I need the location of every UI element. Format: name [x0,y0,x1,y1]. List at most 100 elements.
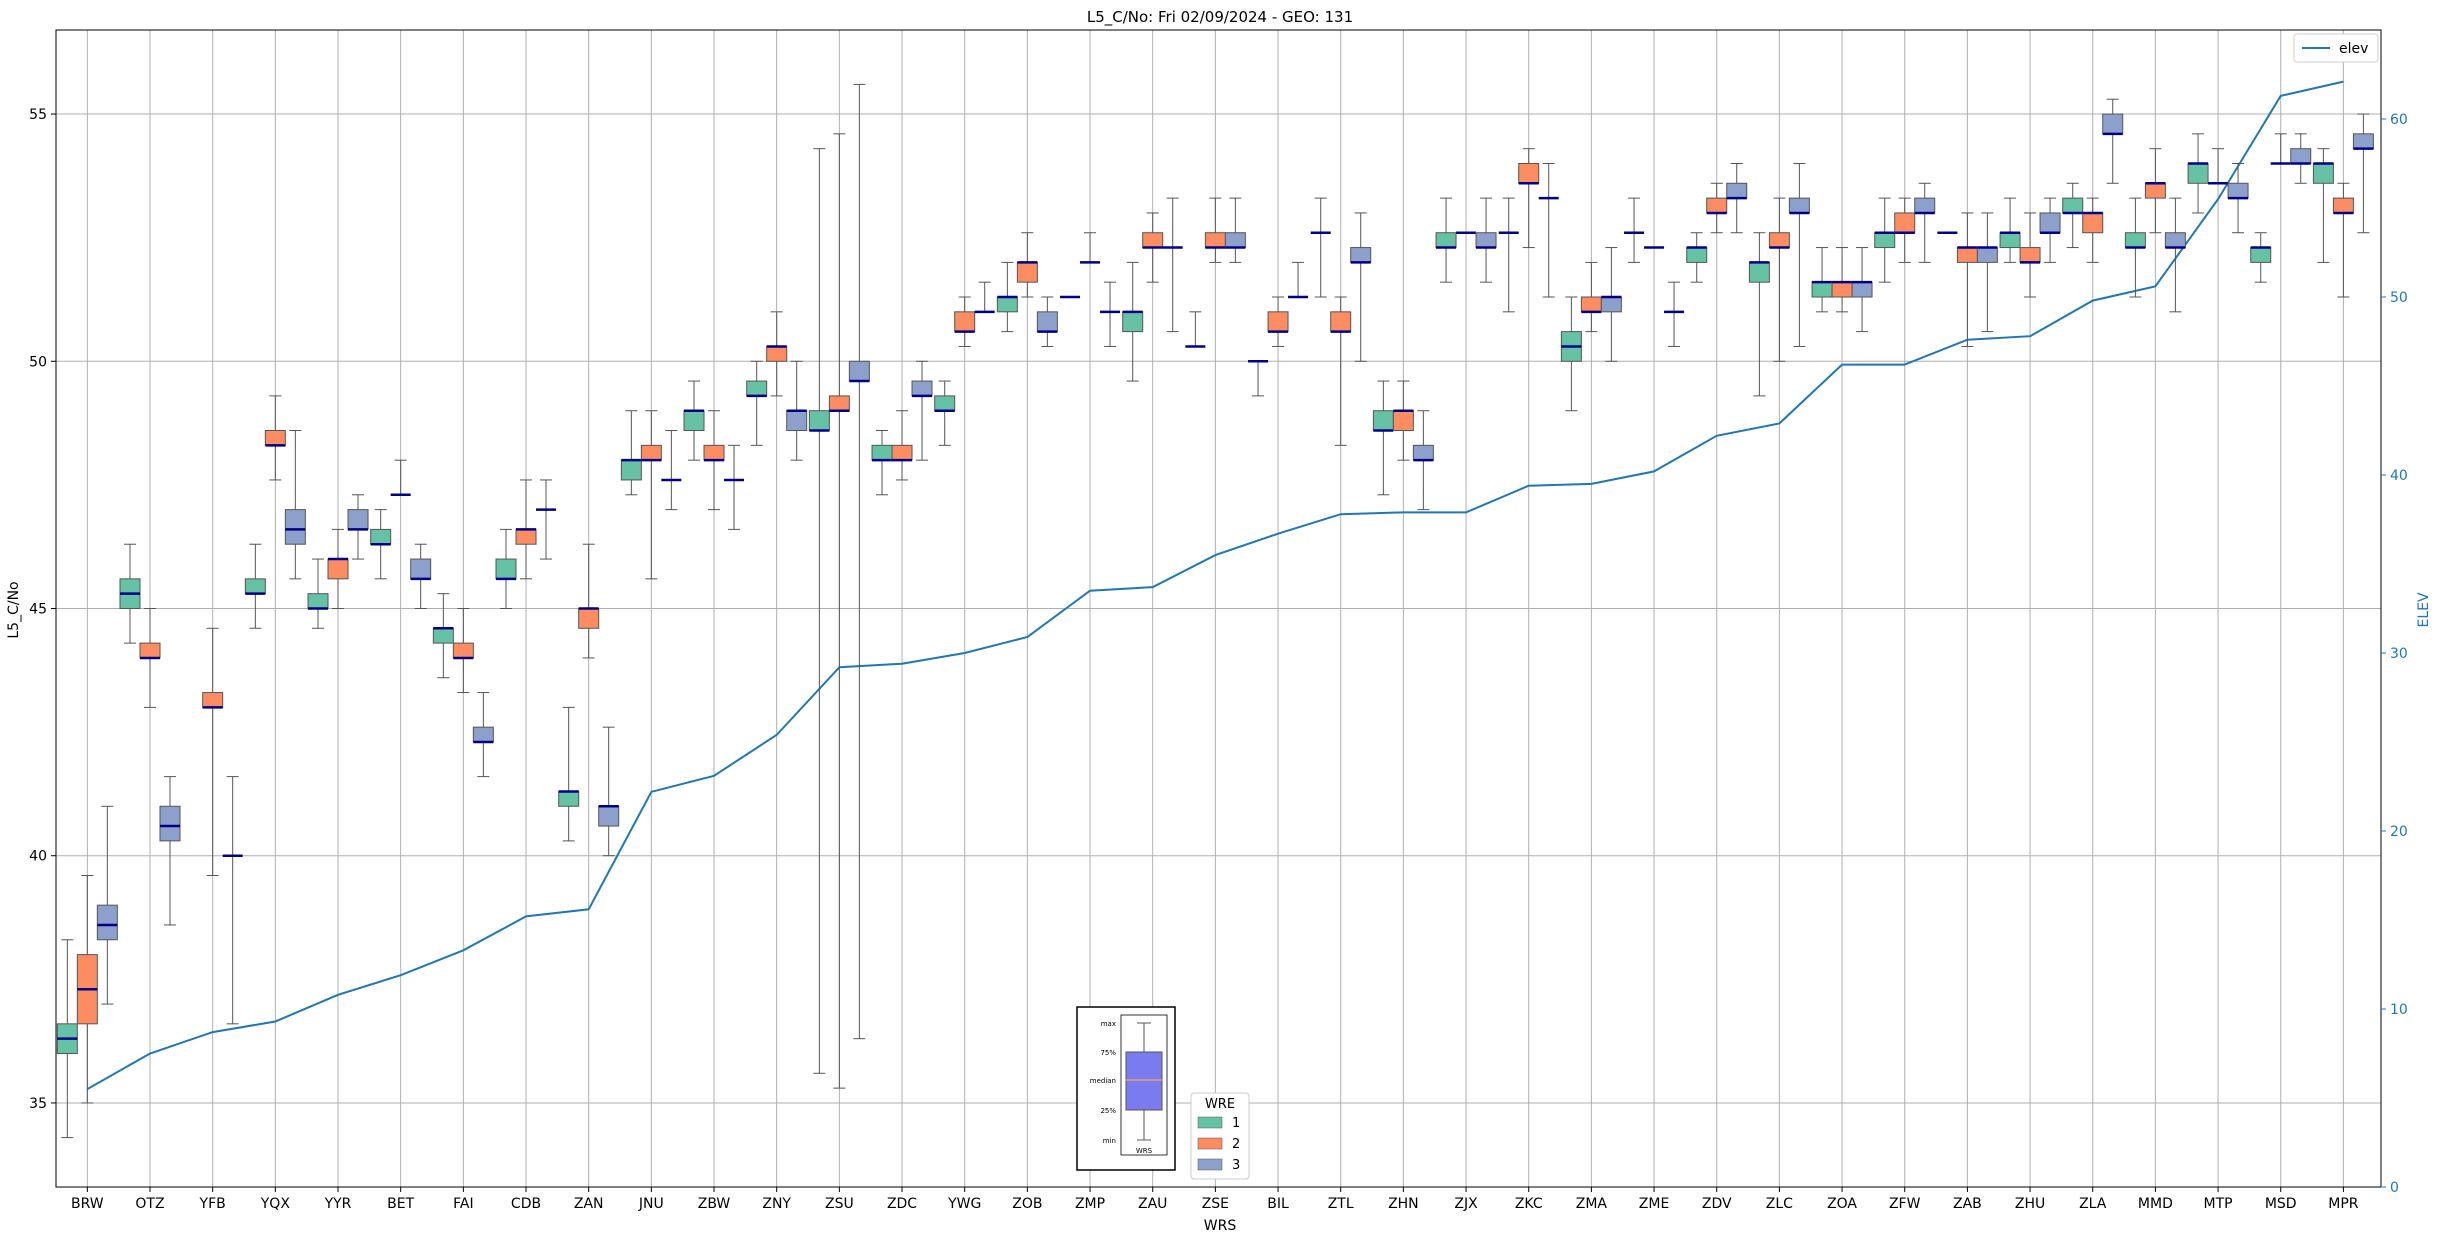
box-wre-2 [264,430,286,446]
box-wre-3 [1412,444,1434,461]
x-tick-label: ZMP [1075,1196,1105,1212]
x-tick-label: ZSU [825,1196,854,1212]
box-wre-2 [515,528,537,545]
box-wre-3 [1788,197,1810,214]
box-wre-2 [1142,232,1164,249]
box-wre-3 [2164,232,2186,249]
x-tick-label: ZMA [1576,1196,1608,1212]
box-wre-1 [2250,247,2272,263]
x-tick-label: ZSE [1202,1196,1229,1212]
x-tick-label: ZAU [1138,1196,1167,1212]
wre-legend-swatch-1 [1197,1116,1223,1129]
x-tick-label: ZDC [887,1196,917,1212]
x-tick-label: ZLC [1766,1196,1793,1212]
box-wre-2 [1518,163,1540,184]
box-wre-3 [1914,197,1936,214]
box-wre-1 [808,410,830,432]
x-tick-label: MPR [2328,1196,2359,1212]
box-wre-2 [1204,232,1226,249]
wre-legend-frame [1190,1092,1250,1180]
box-wre-3 [410,558,432,580]
box-wre-2 [2332,197,2354,214]
x-tick-label: ZME [1639,1196,1670,1212]
box-wre-1 [683,410,705,432]
box-wre-2 [1330,311,1352,333]
inset-label-q1: 25% [1100,1107,1116,1115]
y-tick-label: 35 [29,1096,47,1112]
box-wre-3 [848,360,870,382]
y2-tick-label: 40 [2390,468,2408,484]
box-wre-2 [2019,247,2041,263]
box-wre-3 [472,726,494,743]
x-tick-label: ZFW [1889,1196,1921,1212]
box-wre-3 [786,410,808,432]
x-tick-label: MSD [2265,1196,2297,1212]
x-tick-label: ZHN [1388,1196,1419,1212]
inset-box [1125,1051,1163,1111]
wre-legend-label-3: 3 [1232,1158,1240,1173]
box-wre-1 [1122,311,1144,333]
y2-tick-label: 50 [2390,290,2408,306]
box-wre-1 [996,296,1018,313]
box-wre-1 [1811,281,1833,298]
box-wre-1 [1435,232,1457,249]
box-wre-3 [1036,311,1058,333]
x-tick-label: BIL [1267,1196,1289,1212]
box-wre-2 [1580,296,1602,313]
x-tick-label: JNU [638,1196,664,1212]
y2-tick-label: 30 [2390,646,2408,662]
box-wre-3 [347,509,369,530]
x-axis-label: WRS [1204,1218,1237,1234]
x-tick-label: CDB [511,1196,541,1212]
x-tick-label: ZKC [1515,1196,1543,1212]
box-wre-3 [2352,133,2374,150]
x-tick-label: MTP [2204,1196,2233,1212]
x-tick-label: BRW [71,1196,104,1212]
x-tick-label: ZHU [2015,1196,2045,1212]
box-wre-2 [1267,311,1289,333]
y-tick-label: 40 [29,849,47,865]
box-wre-1 [1999,232,2021,249]
elev-legend-label: elev [2339,41,2368,57]
box-wre-1 [1748,261,1770,283]
box-wre-2 [1956,247,1978,263]
box-wre-3 [1851,281,1873,298]
box-wre-1 [934,395,956,412]
x-tick-label: ZAN [574,1196,604,1212]
box-wre-3 [2290,148,2312,165]
box-wre-3 [284,509,306,545]
box-wre-3 [2039,212,2061,234]
box-wre-2 [828,395,850,412]
box-wre-1 [871,444,893,461]
box-wre-3 [911,380,933,397]
box-wre-3 [1726,182,1748,199]
box-wre-1 [307,593,329,610]
box-wre-2 [139,642,161,659]
x-tick-label: YWG [947,1196,981,1212]
box-wre-1 [1686,247,1708,263]
elev-legend-frame [2293,33,2379,63]
box-wre-3 [1976,247,1998,263]
y2-tick-label: 60 [2390,112,2408,128]
box-wre-1 [1372,410,1394,432]
x-tick-label: ZOA [1827,1196,1857,1212]
y2-tick-label: 20 [2390,824,2408,840]
box-wre-2 [640,444,662,461]
box-wre-2 [1768,232,1790,249]
inset-xlabel: WRS [1136,1147,1153,1155]
inset-box-legend: max 75% median 25% min WRS [1076,1006,1176,1171]
box-wre-2 [1831,281,1853,298]
box-wre-1 [2062,197,2084,214]
x-tick-label: OTZ [135,1196,164,1212]
box-wre-3 [2102,113,2124,135]
y-tick-label: 50 [29,354,47,370]
x-tick-label: FAI [453,1196,473,1212]
box-wre-3 [2227,182,2249,199]
box-wre-2 [1706,197,1728,214]
box-wre-3 [1475,232,1497,249]
box-wre-3 [96,904,118,941]
box-wre-2 [202,692,224,708]
box-wre-2 [578,608,600,629]
